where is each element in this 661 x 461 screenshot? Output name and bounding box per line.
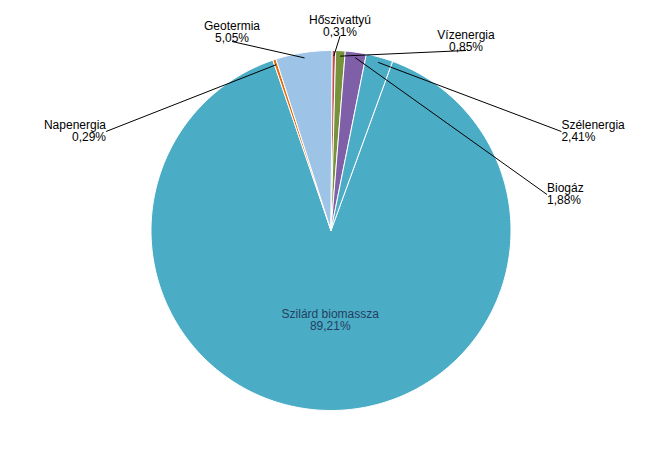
svg-text:Napenergia0,29%: Napenergia0,29% <box>44 118 106 144</box>
svg-text:Geotermia5,05%: Geotermia5,05% <box>204 19 260 45</box>
svg-text:Vízenergia0,85%: Vízenergia0,85% <box>437 28 495 54</box>
svg-text:Biogáz1,88%: Biogáz1,88% <box>547 181 584 207</box>
svg-text:Hőszivattyú0,31%: Hőszivattyú0,31% <box>309 13 371 39</box>
svg-text:Szilárd biomassza89,21%: Szilárd biomassza89,21% <box>282 307 380 333</box>
svg-text:Szélenergia2,41%: Szélenergia2,41% <box>561 118 625 144</box>
